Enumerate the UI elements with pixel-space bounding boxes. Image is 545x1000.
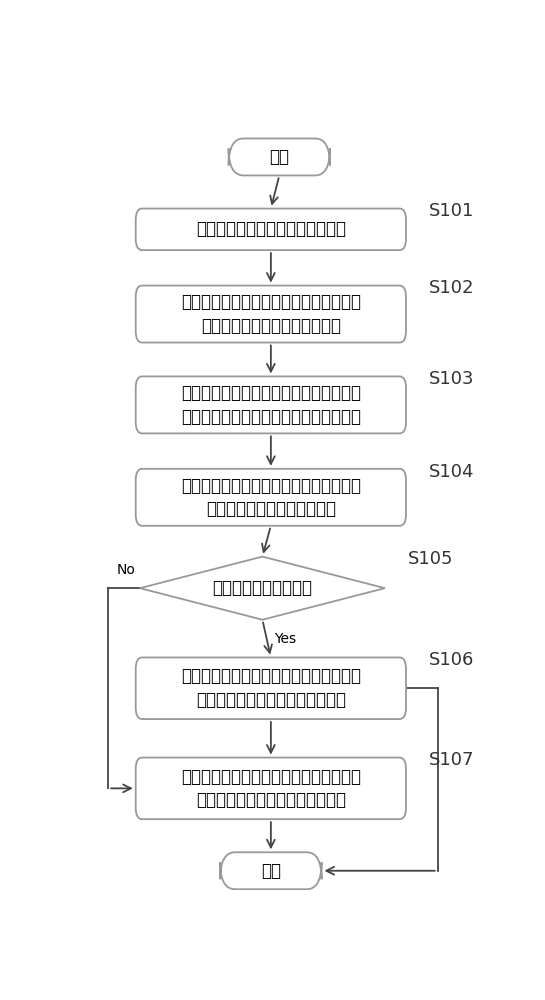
Text: 确定第一面积对应测试的面部表情为平静
表情，第二面积对应的为微笑表情: 确定第一面积对应测试的面部表情为平静 表情，第二面积对应的为微笑表情: [181, 667, 361, 709]
Text: 计算对应第一球斑和第二球斑运动的轨迹
所包含的第一面积和第二面积: 计算对应第一球斑和第二球斑运动的轨迹 所包含的第一面积和第二面积: [181, 477, 361, 518]
Polygon shape: [140, 557, 385, 620]
FancyBboxPatch shape: [136, 286, 406, 343]
Text: 确定第一面积对应测试的面部表情为微笑
表情，第二面积对应的为平静表情: 确定第一面积对应测试的面部表情为微笑 表情，第二面积对应的为平静表情: [181, 768, 361, 809]
Text: S105: S105: [408, 550, 453, 568]
FancyBboxPatch shape: [229, 138, 330, 175]
Text: S107: S107: [429, 751, 475, 769]
Text: 结束: 结束: [261, 862, 281, 880]
FancyBboxPatch shape: [136, 209, 406, 250]
Text: 获取测试的面部表情变化前后测试点输出
的两组主动近红外透射电压信号: 获取测试的面部表情变化前后测试点输出 的两组主动近红外透射电压信号: [181, 293, 361, 335]
Text: S103: S103: [429, 370, 475, 388]
Text: 确定测试点为左耳和右耳的耳额穴: 确定测试点为左耳和右耳的耳额穴: [196, 220, 346, 238]
FancyBboxPatch shape: [136, 469, 406, 526]
Text: S106: S106: [429, 651, 475, 669]
Text: Yes: Yes: [274, 632, 296, 646]
Text: 第一面积大于第二面积: 第一面积大于第二面积: [213, 579, 312, 597]
Text: 以李沙育图形显示两组主动近红外透射电
压信号，获取叠加的第一球斑和第二球斑: 以李沙育图形显示两组主动近红外透射电 压信号，获取叠加的第一球斑和第二球斑: [181, 384, 361, 426]
FancyBboxPatch shape: [220, 852, 322, 889]
FancyBboxPatch shape: [136, 657, 406, 719]
FancyBboxPatch shape: [136, 758, 406, 819]
FancyBboxPatch shape: [136, 376, 406, 433]
Text: 启动: 启动: [269, 148, 289, 166]
Text: S101: S101: [429, 202, 475, 220]
Text: S102: S102: [429, 279, 475, 297]
Text: S104: S104: [429, 463, 475, 481]
Text: No: No: [117, 563, 136, 577]
